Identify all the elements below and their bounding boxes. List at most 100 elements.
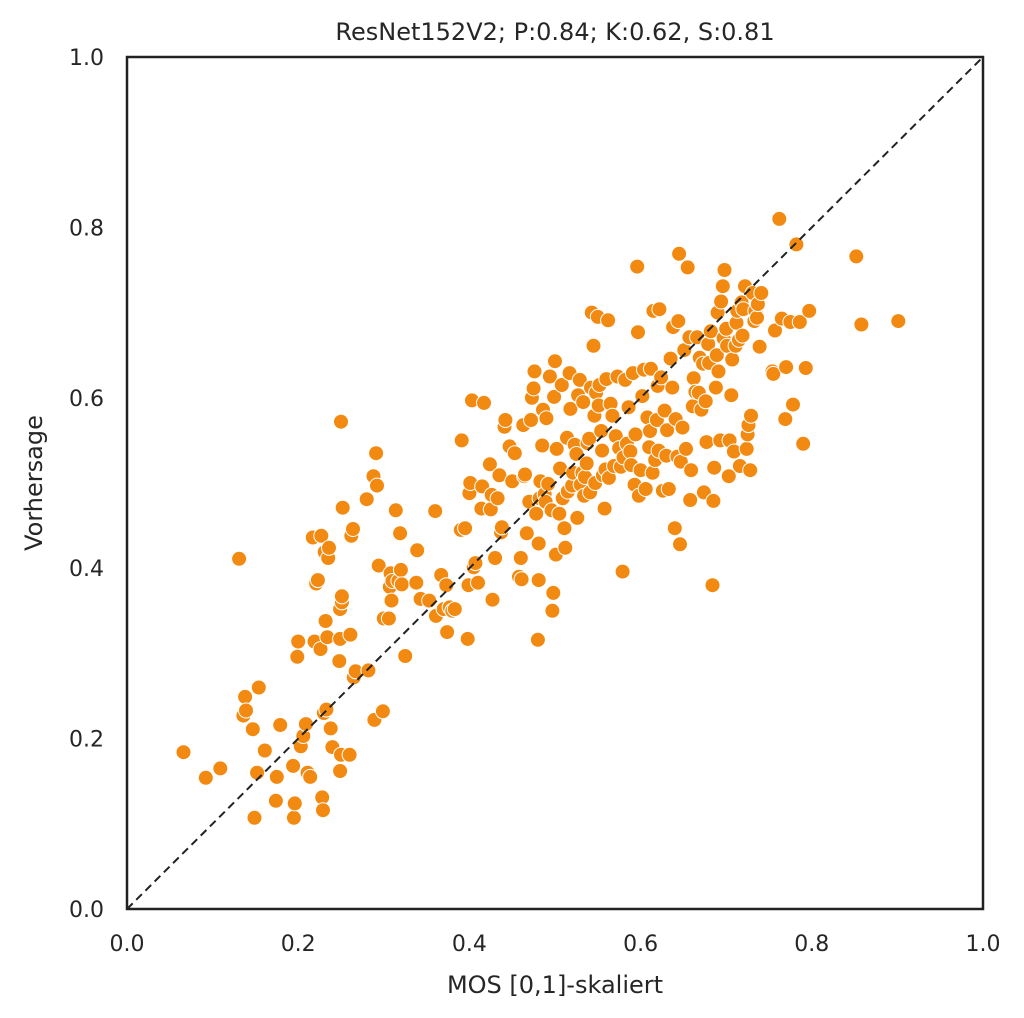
- scatter-point: [683, 462, 700, 479]
- scatter-point: [345, 521, 361, 537]
- scatter-point: [408, 574, 425, 591]
- scatter-point: [795, 435, 812, 452]
- scatter-point: [546, 388, 563, 405]
- scatter-point: [593, 423, 610, 439]
- y-axis-ticks: 0.0 0.2 0.4 0.6 0.8 1.0: [69, 46, 104, 923]
- scatter-point: [604, 407, 621, 424]
- scatter-point: [753, 285, 770, 301]
- scatter-point: [705, 492, 722, 509]
- scatter-point: [788, 236, 805, 253]
- scatter-point: [237, 688, 254, 705]
- scatter-point: [553, 377, 570, 393]
- scatter-point: [534, 437, 551, 454]
- scatter-point: [659, 422, 676, 439]
- scatter-point: [397, 648, 414, 664]
- scatter-point: [801, 302, 818, 319]
- scatter-point: [246, 809, 263, 826]
- scatter-point: [439, 624, 456, 641]
- scatter-point: [392, 525, 409, 542]
- scatter-point: [581, 430, 598, 447]
- scatter-point: [630, 324, 646, 341]
- y-tick-label: 0.4: [69, 557, 104, 582]
- scatter-point: [286, 795, 303, 812]
- scatter-point: [470, 574, 486, 591]
- scatter-point: [557, 539, 574, 556]
- scatter-point: [671, 245, 688, 262]
- scatter-point: [358, 491, 375, 508]
- scatter-point: [438, 577, 455, 594]
- scatter-point: [427, 503, 444, 520]
- scatter-point: [459, 630, 476, 647]
- scatter-point: [446, 601, 463, 618]
- scatter-point: [767, 322, 783, 339]
- scatter-point: [302, 768, 319, 785]
- scatter-point: [742, 462, 759, 479]
- scatter-point: [493, 519, 510, 536]
- scatter-point: [497, 412, 514, 428]
- scatter-point: [360, 662, 377, 679]
- x-tick-label: 0.0: [110, 932, 145, 957]
- scatter-point: [268, 768, 285, 785]
- scatter-point: [596, 500, 613, 517]
- scatter-point: [244, 721, 261, 738]
- scatter-point: [664, 379, 681, 396]
- x-tick-label: 0.8: [794, 932, 829, 957]
- scatter-point: [334, 499, 351, 516]
- scatter-point: [309, 572, 326, 589]
- x-axis-ticks: 0.0 0.2 0.4 0.6 0.8 1.0: [110, 932, 1001, 957]
- scatter-point: [393, 576, 410, 593]
- scatter-point: [545, 584, 562, 601]
- scatter-point: [785, 396, 801, 413]
- scatter-point: [333, 413, 349, 430]
- scatter-point: [481, 456, 498, 473]
- scatter-point: [267, 792, 284, 809]
- scatter-point: [714, 278, 731, 295]
- scatter-point: [594, 442, 611, 459]
- scatter-point: [518, 525, 535, 542]
- scatter-point: [526, 363, 543, 380]
- scatter-point: [517, 466, 533, 483]
- scatter-point: [734, 327, 751, 344]
- y-tick-label: 0.8: [69, 216, 104, 241]
- scatter-point: [322, 720, 339, 737]
- scatter-point: [600, 312, 617, 329]
- scatter-point: [627, 426, 644, 443]
- scatter-point: [380, 610, 397, 627]
- scatter-point: [290, 633, 307, 650]
- scatter-point: [421, 592, 438, 609]
- scatter-point: [312, 641, 329, 658]
- scatter-point: [797, 360, 814, 376]
- scatter-point: [569, 509, 586, 526]
- scatter-point: [547, 353, 563, 370]
- scatter-point: [660, 481, 677, 497]
- scatter-point: [642, 360, 659, 377]
- scatter-point: [231, 550, 248, 567]
- scatter-point: [702, 323, 719, 340]
- x-tick-label: 0.2: [281, 932, 316, 957]
- scatter-point: [685, 370, 702, 387]
- scatter-point: [289, 648, 306, 665]
- scatter-point: [743, 407, 759, 424]
- scatter-point: [332, 763, 349, 779]
- scatter-point: [571, 371, 588, 388]
- scatter-point: [523, 412, 539, 428]
- scatter-point: [476, 394, 492, 411]
- scatter-point: [341, 746, 358, 763]
- scatter-point: [674, 419, 691, 436]
- scatter-point: [651, 301, 668, 318]
- scatter-point: [890, 313, 907, 330]
- scatter-point: [315, 802, 331, 819]
- scatter-point: [706, 459, 723, 476]
- scatter-point: [484, 591, 501, 608]
- scatter-point: [409, 542, 426, 559]
- scatter-point: [317, 613, 334, 629]
- scatter-point: [368, 445, 385, 462]
- scatter-point: [331, 653, 348, 670]
- scatter-point: [525, 380, 542, 397]
- y-tick-label: 0.6: [69, 387, 104, 412]
- y-tick-label: 0.2: [69, 728, 104, 753]
- scatter-point: [707, 379, 724, 396]
- chart-title: ResNet152V2; P:0.84; K:0.62, S:0.81: [335, 18, 774, 46]
- y-tick-label: 0.0: [69, 898, 104, 923]
